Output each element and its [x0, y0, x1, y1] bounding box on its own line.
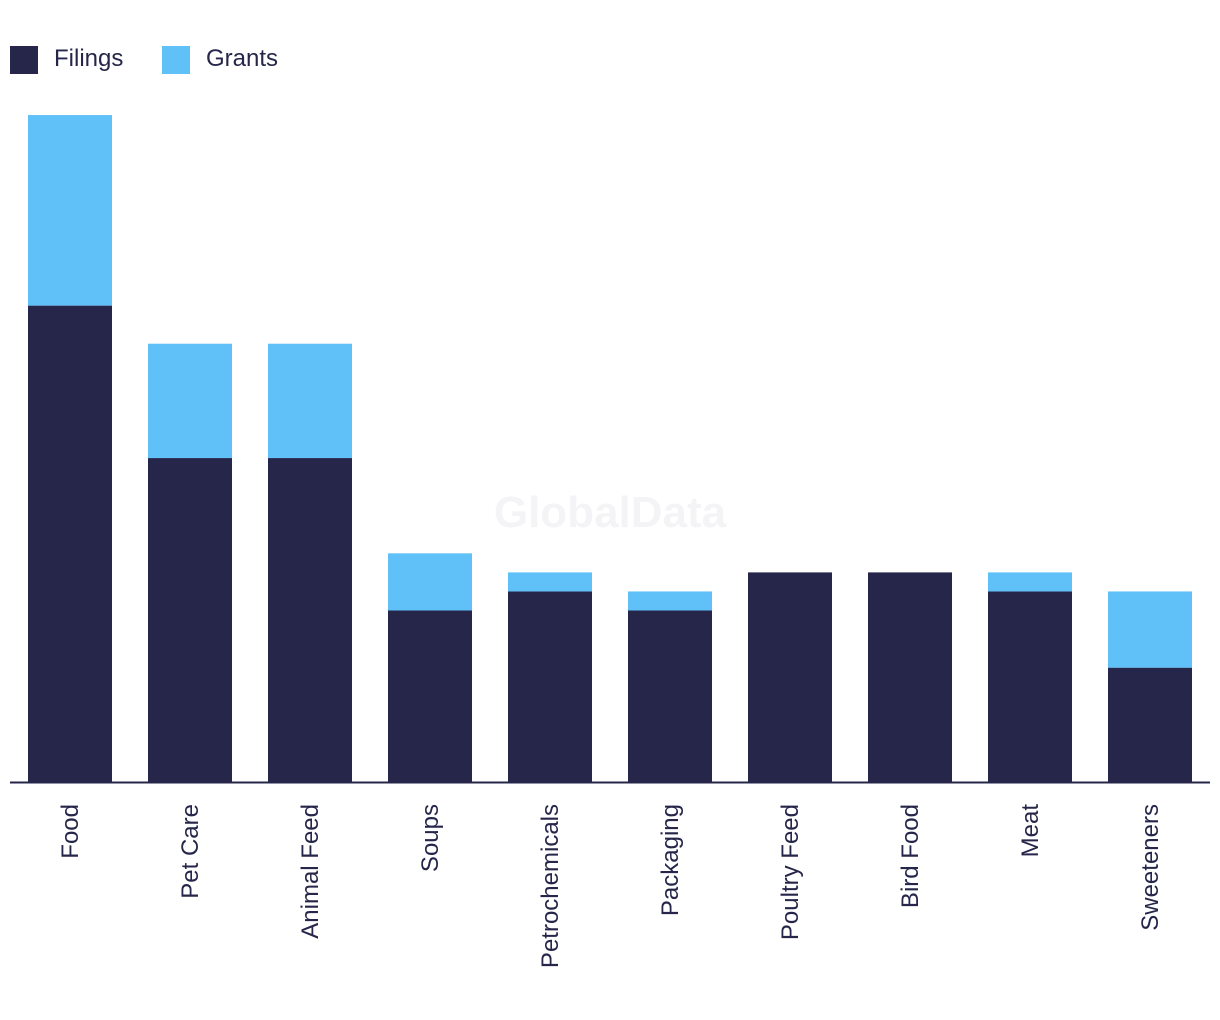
- watermark: GlobalData: [494, 488, 727, 537]
- x-tick-label: Soups: [417, 804, 444, 872]
- x-axis-tick-labels: Food Pet Care Animal Feed Soups Petrochemica…: [57, 804, 1164, 968]
- legend-label-grants: Grants: [206, 45, 278, 72]
- bar-grants-meat: [988, 572, 1072, 592]
- x-tick-label: Pet Care: [177, 804, 204, 899]
- bar-filings-sweeteners: [1108, 667, 1192, 782]
- legend-swatch-filings: [10, 46, 38, 74]
- x-tick-label: Bird Food: [897, 804, 924, 908]
- bars: [28, 115, 1192, 782]
- bar-grants-packaging: [628, 591, 712, 611]
- x-tick-label: Petrochemicals: [537, 804, 564, 968]
- legend-label-filings: Filings: [54, 45, 123, 72]
- x-tick-label: Poultry Feed: [777, 804, 804, 940]
- legend: Filings Grants: [10, 45, 278, 74]
- bar-grants-sweeteners: [1108, 591, 1192, 668]
- bar-filings-food: [28, 305, 112, 782]
- bar-filings-soups: [388, 610, 472, 782]
- x-tick-label: Food: [57, 804, 84, 859]
- bar-grants-pet-care: [148, 343, 232, 459]
- x-tick-label: Animal Feed: [297, 804, 324, 939]
- bar-grants-soups: [388, 553, 472, 611]
- bar-filings-packaging: [628, 610, 712, 782]
- x-tick-label: Sweeteners: [1137, 804, 1164, 931]
- bar-filings-animal-feed: [268, 458, 352, 782]
- bar-grants-food: [28, 115, 112, 306]
- bar-grants-animal-feed: [268, 343, 352, 459]
- bar-grants-petrochemicals: [508, 572, 592, 592]
- bar-filings-pet-care: [148, 458, 232, 782]
- bar-filings-bird-food: [868, 572, 952, 782]
- bar-filings-petrochemicals: [508, 591, 592, 782]
- x-tick-label: Packaging: [657, 804, 684, 916]
- legend-swatch-grants: [162, 46, 190, 74]
- bar-filings-meat: [988, 591, 1072, 782]
- bar-filings-poultry-feed: [748, 572, 832, 782]
- x-tick-label: Meat: [1017, 804, 1044, 858]
